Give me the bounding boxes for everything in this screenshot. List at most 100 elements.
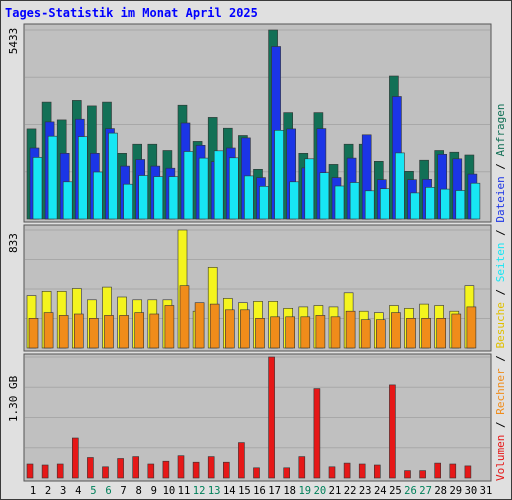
bar-seiten-day-29 bbox=[455, 190, 466, 220]
bar-seiten-day-2 bbox=[47, 135, 58, 220]
bar-rechner-day-30 bbox=[466, 306, 477, 349]
bar-volumen-day-4 bbox=[72, 437, 79, 479]
legend-item-volumen: Volumen bbox=[494, 435, 507, 481]
bar-volumen-day-8 bbox=[132, 456, 139, 479]
bar-seiten-day-7 bbox=[123, 183, 133, 220]
bar-seiten-day-25 bbox=[395, 152, 405, 220]
legend-item-rechner: Rechner bbox=[494, 368, 507, 415]
x-tick-label-day-10: 10 bbox=[163, 485, 176, 497]
x-tick-label-day-18: 18 bbox=[283, 485, 296, 497]
bar-volumen-day-15 bbox=[238, 442, 245, 479]
bar-volumen-day-25 bbox=[389, 384, 396, 479]
bar-volumen-day-21 bbox=[328, 466, 336, 479]
bar-rechner-day-27 bbox=[421, 317, 431, 349]
bar-rechner-day-3 bbox=[58, 315, 69, 349]
bar-seiten-day-27 bbox=[425, 187, 435, 220]
bar-volumen-day-23 bbox=[358, 463, 366, 479]
x-tick-label-day-6: 6 bbox=[105, 485, 111, 497]
legend-item-anfragen: Anfragen bbox=[494, 103, 507, 156]
bar-rechner-day-4 bbox=[74, 313, 84, 349]
x-tick-label-day-12: 12 bbox=[193, 485, 206, 497]
bar-rechner-day-17 bbox=[270, 316, 280, 349]
bar-volumen-day-26 bbox=[404, 470, 411, 479]
x-tick-label-day-8: 8 bbox=[136, 485, 142, 497]
bar-rechner-day-8 bbox=[134, 312, 144, 349]
bar-seiten-day-28 bbox=[440, 188, 451, 220]
legend-separator: / bbox=[494, 282, 507, 302]
bar-volumen-day-17 bbox=[268, 356, 275, 479]
bar-seiten-day-4 bbox=[78, 136, 88, 220]
bar-seiten-day-9 bbox=[153, 176, 164, 220]
bar-rechner-day-16 bbox=[255, 317, 265, 349]
bar-volumen-day-30 bbox=[464, 465, 472, 479]
bar-rechner-day-26 bbox=[406, 317, 416, 349]
bar-seiten-day-1 bbox=[32, 157, 43, 220]
x-tick-label-day-11: 11 bbox=[178, 485, 191, 497]
x-tick-label-day-1: 1 bbox=[30, 485, 36, 497]
x-tick-label-day-4: 4 bbox=[75, 485, 81, 497]
legend-separator: / bbox=[494, 415, 507, 435]
bar-rechner-day-23 bbox=[360, 319, 371, 349]
x-tick-label-day-16: 16 bbox=[253, 485, 266, 497]
bar-seiten-day-22 bbox=[349, 182, 360, 220]
bar-rechner-day-10 bbox=[164, 305, 175, 349]
x-tick-label-day-19: 19 bbox=[298, 485, 311, 497]
bar-volumen-day-27 bbox=[419, 470, 426, 479]
bar-seiten-day-19 bbox=[304, 158, 315, 220]
x-tick-label-day-23: 23 bbox=[359, 485, 372, 497]
x-tick-label-day-22: 22 bbox=[344, 485, 357, 497]
bar-rechner-day-29 bbox=[451, 313, 462, 349]
x-tick-label-day-7: 7 bbox=[120, 485, 126, 497]
bar-seiten-day-14 bbox=[229, 157, 239, 220]
bar-rechner-day-2 bbox=[43, 312, 54, 349]
x-tick-label-day-27: 27 bbox=[419, 485, 432, 497]
bar-volumen-day-7 bbox=[117, 458, 124, 479]
bar-seiten-day-5 bbox=[93, 171, 103, 220]
bar-volumen-day-19 bbox=[298, 456, 306, 479]
x-tick-label-day-26: 26 bbox=[404, 485, 417, 497]
bar-volumen-day-14 bbox=[223, 461, 230, 479]
bar-rechner-day-9 bbox=[149, 313, 160, 349]
x-tick-label-day-9: 9 bbox=[151, 485, 157, 497]
bar-seiten-day-18 bbox=[289, 181, 300, 220]
bar-rechner-day-21 bbox=[330, 316, 341, 349]
bar-volumen-day-10 bbox=[162, 460, 170, 479]
x-tick-label-day-17: 17 bbox=[268, 485, 281, 497]
bar-volumen-day-1 bbox=[26, 463, 34, 479]
y-max-label-top: 5433 bbox=[7, 28, 20, 55]
legend-item-besuche: Besuche bbox=[494, 302, 507, 348]
bar-seiten-day-24 bbox=[379, 188, 390, 220]
bar-rechner-day-6 bbox=[104, 315, 114, 349]
bar-rechner-day-1 bbox=[28, 317, 39, 349]
bar-rechner-day-28 bbox=[436, 317, 447, 349]
legend-separator: / bbox=[494, 156, 507, 176]
bar-seiten-day-10 bbox=[168, 176, 179, 220]
x-tick-label-day-30: 30 bbox=[465, 485, 478, 497]
bar-volumen-day-5 bbox=[87, 457, 94, 479]
x-tick-label-day-25: 25 bbox=[389, 485, 402, 497]
bar-seiten-day-12 bbox=[198, 157, 209, 220]
bar-rechner-day-22 bbox=[345, 310, 356, 349]
bar-rechner-day-25 bbox=[391, 312, 401, 349]
bar-volumen-day-13 bbox=[207, 456, 215, 479]
bar-seiten-day-21 bbox=[334, 185, 345, 220]
legend-item-dateien: Dateien bbox=[494, 176, 507, 222]
bar-rechner-day-13 bbox=[209, 303, 220, 349]
bar-volumen-day-22 bbox=[343, 462, 351, 479]
bar-rechner-day-18 bbox=[285, 316, 296, 349]
bar-rechner-day-7 bbox=[119, 315, 129, 349]
bar-seiten-day-30 bbox=[470, 182, 481, 220]
bar-seiten-day-17 bbox=[274, 130, 284, 220]
x-tick-label-day-15: 15 bbox=[238, 485, 251, 497]
bar-seiten-day-23 bbox=[364, 190, 375, 220]
x-tick-label-day-29: 29 bbox=[449, 485, 462, 497]
bar-rechner-day-14 bbox=[225, 309, 235, 349]
x-tick-label-day-5: 5 bbox=[90, 485, 96, 497]
x-tick-label-day-13: 13 bbox=[208, 485, 221, 497]
x-tick-label-day-20: 20 bbox=[314, 485, 327, 497]
bar-seiten-day-16 bbox=[259, 186, 269, 220]
y-max-label-bottom: 1.30 GB bbox=[7, 375, 20, 422]
bar-volumen-day-6 bbox=[102, 466, 109, 479]
chart-title: Tages-Statistik im Monat April 2025 bbox=[5, 6, 258, 20]
